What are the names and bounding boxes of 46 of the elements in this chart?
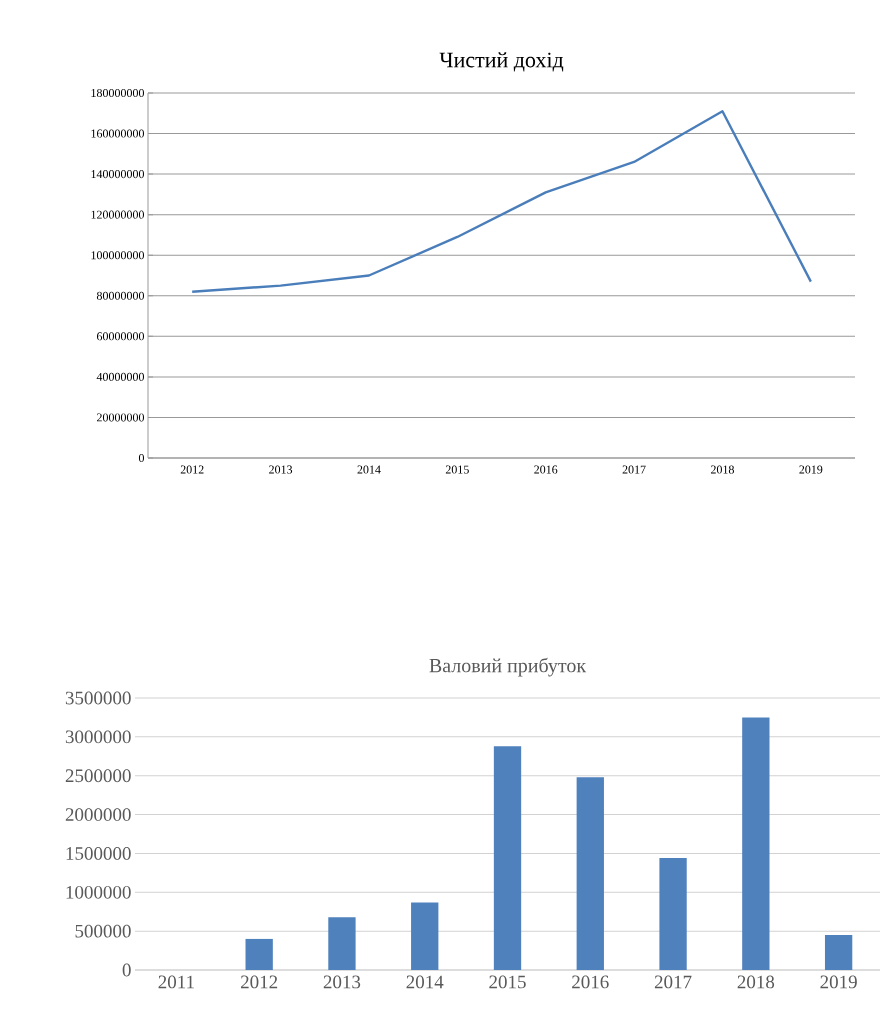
bar [411, 902, 439, 970]
x-tick-label: 2018 [710, 465, 734, 474]
y-tick-label: 0 [138, 453, 145, 463]
chart-title: Чистий дохід [439, 52, 564, 72]
y-tick-label: 140000000 [91, 170, 145, 179]
y-tick-label: 1000000 [66, 885, 131, 899]
x-tick-label: 2017 [622, 465, 646, 474]
y-tick-label: 3500000 [65, 691, 131, 705]
bar [824, 935, 853, 970]
x-tick-label: 2018 [737, 975, 775, 989]
x-tick-label: 2014 [406, 975, 444, 989]
chart-title: Валовий прибуток [429, 657, 587, 677]
y-tick-label: 3000000 [65, 730, 131, 744]
x-tick-label: 2016 [534, 465, 558, 474]
y-tick-label: 100000000 [91, 251, 145, 260]
y-tick-label: 0 [122, 963, 131, 977]
y-tick-label: 180000000 [91, 88, 145, 98]
line-series [190, 110, 813, 293]
bar [659, 858, 687, 970]
bar [576, 777, 604, 970]
x-tick-label: 2015 [445, 465, 469, 474]
x-tick-label: 2019 [820, 975, 857, 989]
bar [493, 746, 522, 970]
y-tick-label: 2000000 [65, 808, 131, 821]
x-tick-label: 2015 [489, 975, 526, 989]
y-tick-label: 40000000 [96, 372, 145, 381]
bar [328, 917, 356, 970]
y-tick-label: 500000 [75, 924, 131, 938]
x-tick-label: 2019 [799, 465, 823, 474]
y-tick-label: 120000000 [91, 210, 145, 219]
x-tick-label: 2014 [357, 465, 381, 474]
x-tick-label: 2017 [654, 975, 692, 989]
y-tick-label: 20000000 [97, 413, 145, 422]
y-tick-label: 1500000 [66, 847, 131, 860]
y-tick-label: 2500000 [65, 769, 131, 783]
x-tick-label: 2011 [158, 975, 194, 989]
x-tick-label: 2012 [241, 975, 278, 989]
x-tick-label: 2012 [180, 465, 204, 474]
x-tick-label: 2013 [269, 465, 293, 474]
bar [742, 717, 770, 970]
x-tick-label: 2013 [323, 975, 361, 989]
y-tick-label: 80000000 [96, 291, 145, 300]
y-tick-label: 160000000 [91, 129, 145, 138]
x-tick-label: 2016 [572, 975, 609, 989]
y-tick-label: 60000000 [96, 332, 145, 341]
bar [245, 938, 273, 970]
